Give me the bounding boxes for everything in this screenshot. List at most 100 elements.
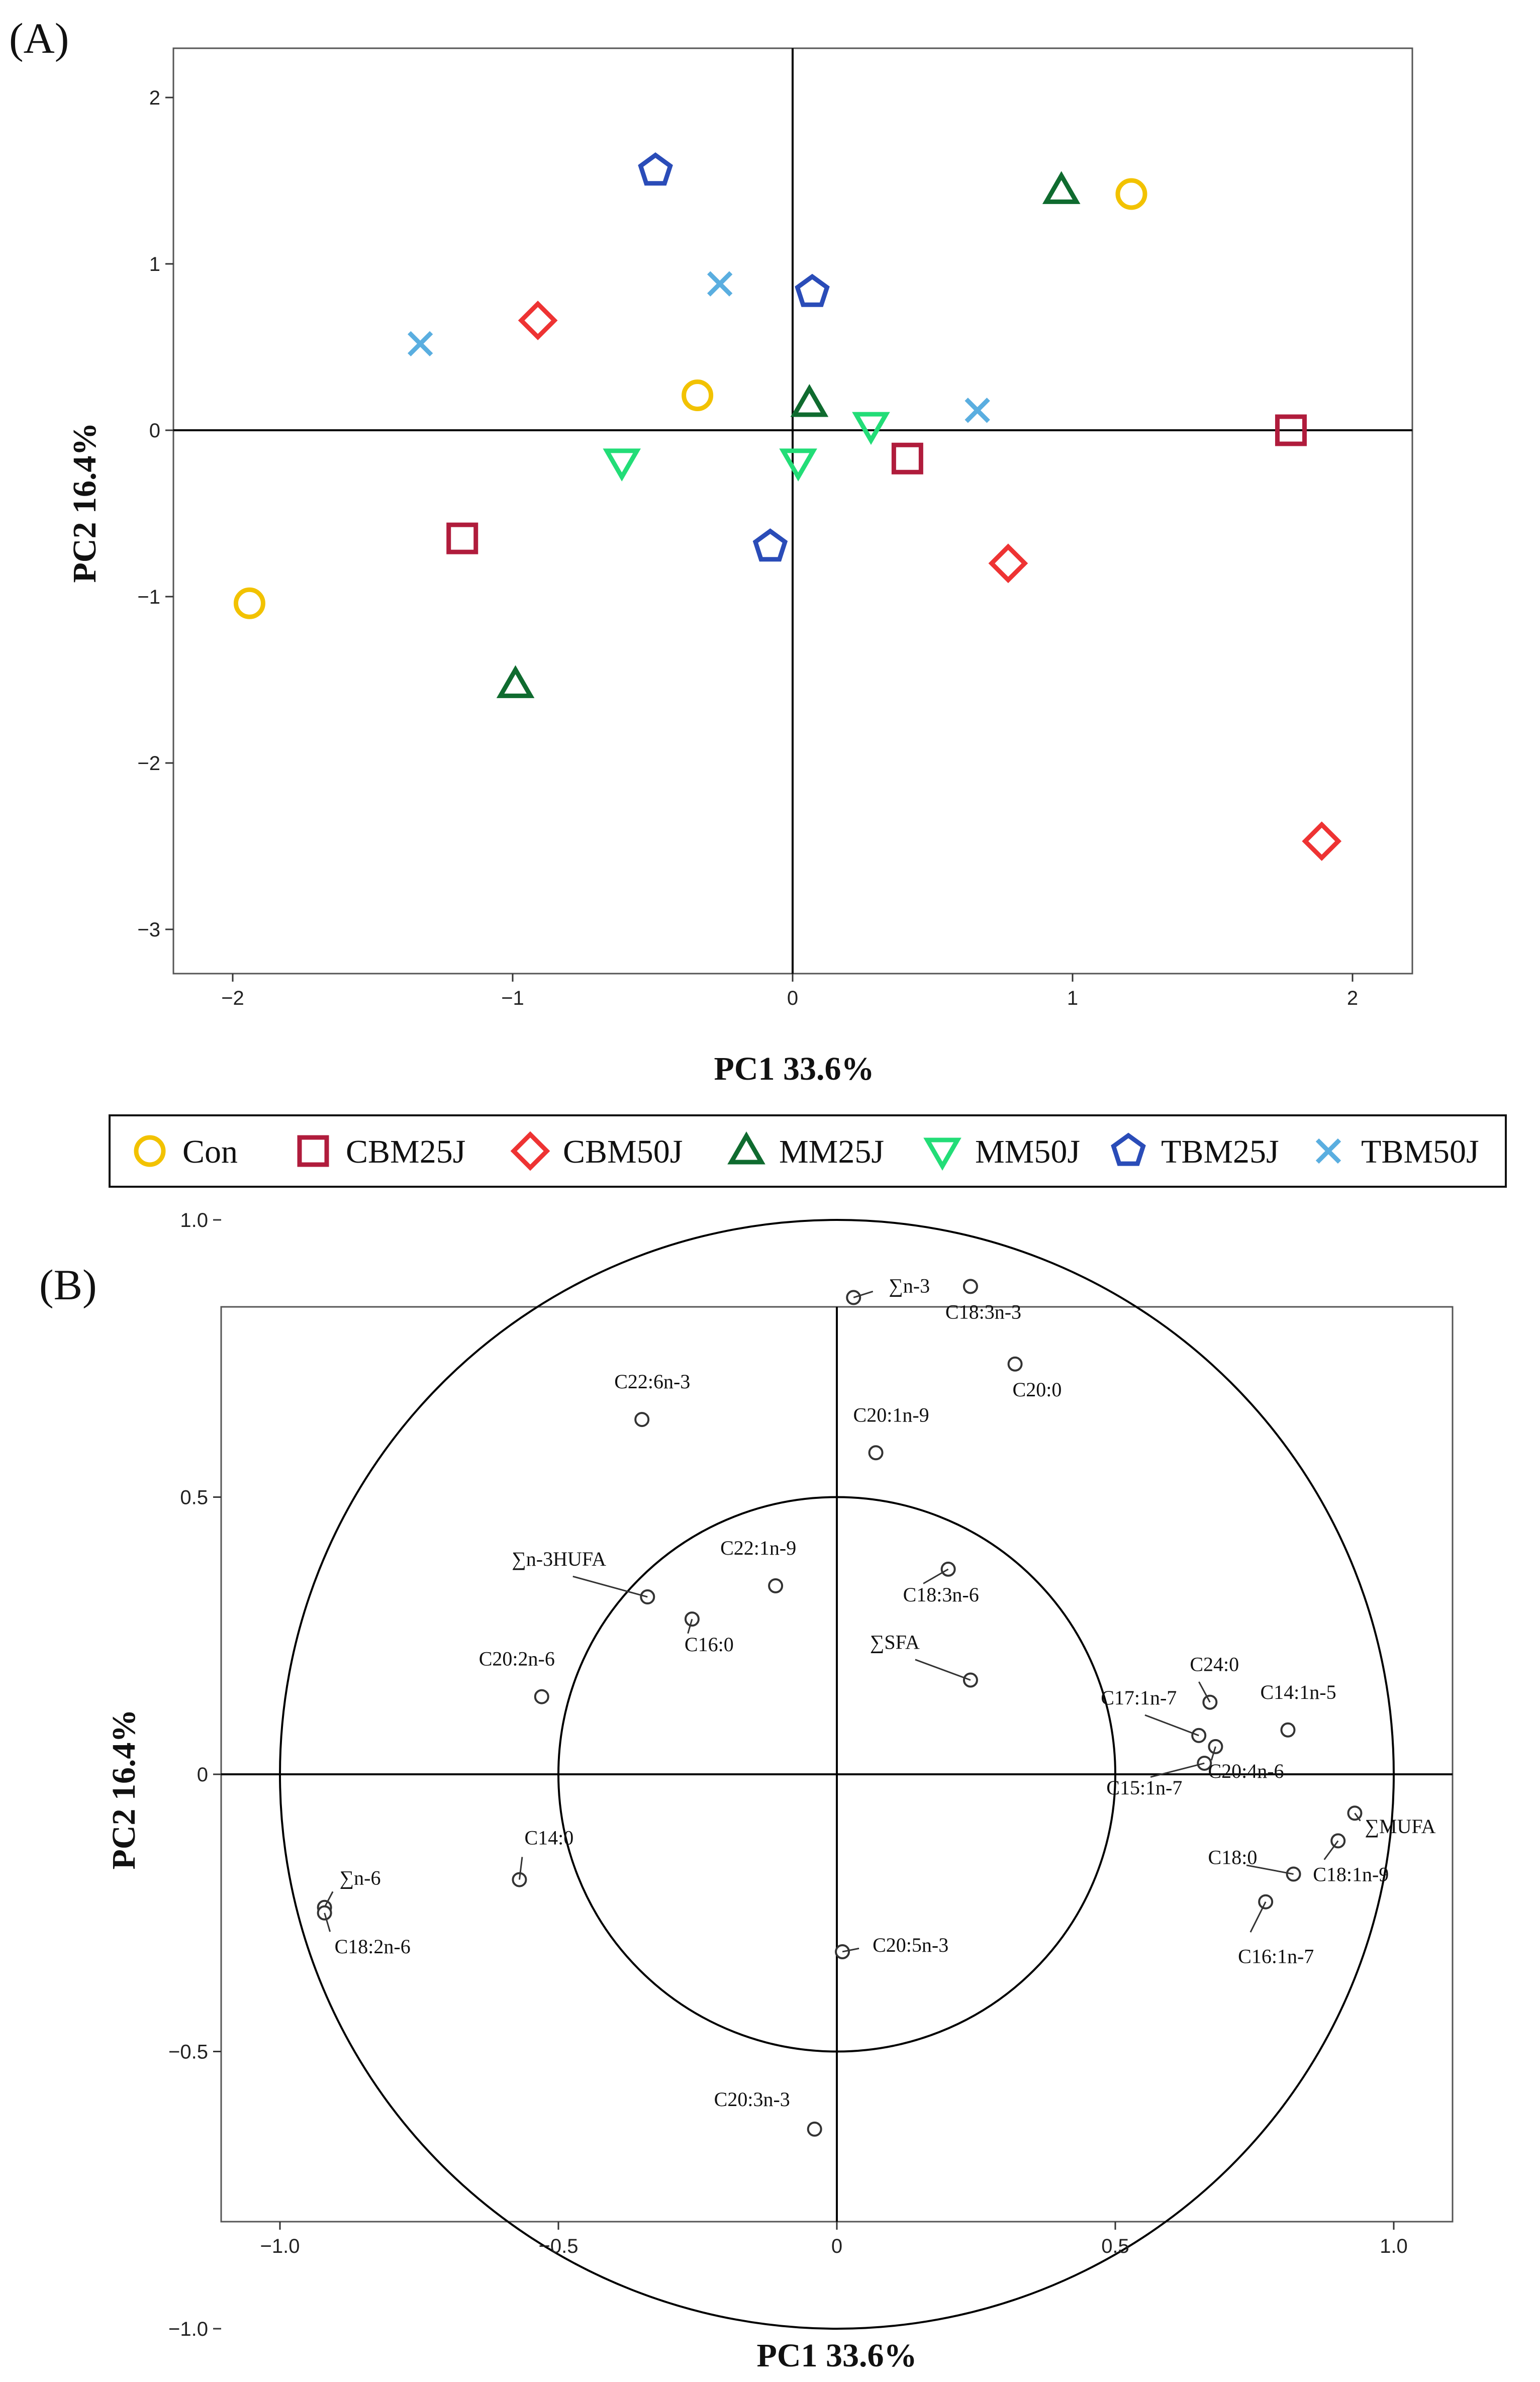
variable-label: ∑n-3HUFA bbox=[512, 1548, 606, 1570]
data-point-mm25j bbox=[496, 665, 535, 698]
variable-point bbox=[962, 1279, 978, 1294]
data-point-tbm25j bbox=[752, 528, 788, 562]
legend-marker-con bbox=[134, 1135, 166, 1167]
variable-label: C22:6n-3 bbox=[614, 1370, 690, 1393]
x-tick-label: 2 bbox=[1347, 987, 1358, 1009]
leader-line bbox=[915, 1659, 971, 1681]
leader-line bbox=[1323, 1840, 1339, 1860]
variable-label: C18:0 bbox=[1208, 1846, 1258, 1869]
variable-label: C18:3n-3 bbox=[945, 1300, 1021, 1323]
y-tick-label: −0.5 bbox=[168, 2041, 208, 2063]
legend-marker-cbm25j bbox=[297, 1135, 329, 1167]
leader-line bbox=[1198, 1681, 1211, 1703]
data-point-tbm50j bbox=[965, 398, 990, 423]
data-point-con bbox=[233, 587, 265, 619]
variable-label: C20:5n-3 bbox=[873, 1934, 948, 1956]
legend-marker-mm25j bbox=[727, 1131, 765, 1165]
x-tick-label: −0.5 bbox=[539, 2235, 579, 2257]
x-tick-label: 0.5 bbox=[1101, 2235, 1129, 2257]
y-tick-label: 0 bbox=[197, 1764, 208, 1786]
data-point-cbm25j bbox=[446, 522, 478, 554]
y-tick-label: −2 bbox=[137, 752, 160, 775]
x-tick-label: 1.0 bbox=[1380, 2235, 1408, 2257]
variable-label: C20:1n-9 bbox=[853, 1403, 929, 1426]
pca-score-plot: −2 −1 0 1 2 −3 −2 −1 0 1 2 bbox=[137, 47, 1413, 1009]
data-point-cbm50j bbox=[988, 543, 1028, 584]
data-point-mm25j bbox=[1042, 171, 1081, 204]
legend-label-cbm50j: CBM50J bbox=[563, 1133, 683, 1170]
data-point-tbm25j bbox=[638, 152, 673, 186]
leader-line bbox=[1246, 1864, 1294, 1875]
variable-label: C18:3n-6 bbox=[903, 1583, 979, 1606]
variable-label: C20:2n-6 bbox=[479, 1648, 555, 1670]
variable-point bbox=[534, 1689, 549, 1704]
variable-label: C22:1n-9 bbox=[720, 1537, 796, 1559]
leader-line bbox=[324, 1913, 331, 1932]
variable-label: ∑MUFA bbox=[1365, 1815, 1435, 1838]
data-point-mm50j bbox=[852, 412, 890, 445]
data-point-mm50j bbox=[779, 448, 817, 482]
variable-point bbox=[1007, 1356, 1023, 1372]
leader-line bbox=[842, 1947, 859, 1953]
data-point-cbm25j bbox=[1275, 414, 1307, 446]
y-tick-label: −1 bbox=[137, 586, 160, 608]
leader-line bbox=[518, 1857, 523, 1880]
variable-label: ∑n-3 bbox=[889, 1274, 930, 1297]
variable-label: ∑SFA bbox=[870, 1631, 920, 1653]
legend-label-con: Con bbox=[182, 1133, 238, 1170]
data-point-con bbox=[1115, 178, 1147, 210]
panel-a-y-axis-title: PC2 16.4% bbox=[66, 423, 103, 583]
variable-label: C16:0 bbox=[685, 1633, 734, 1656]
variable-point bbox=[868, 1445, 884, 1461]
panel-a-x-axis-title: PC1 33.6% bbox=[714, 1051, 875, 1087]
leader-line bbox=[324, 1891, 334, 1908]
variable-point bbox=[768, 1578, 784, 1593]
leader-line bbox=[1144, 1714, 1199, 1737]
y-tick-label: 1.0 bbox=[180, 1209, 208, 1231]
panel-a-label: (A) bbox=[9, 14, 69, 62]
legend-label-tbm25j: TBM25J bbox=[1161, 1133, 1279, 1170]
leader-line bbox=[572, 1575, 648, 1598]
variable-label: C20:0 bbox=[1013, 1378, 1062, 1401]
legend-marker-cbm50j bbox=[510, 1131, 550, 1171]
legend-label-tbm50j: TBM50J bbox=[1361, 1133, 1479, 1170]
x-tick-label: −1 bbox=[501, 987, 524, 1009]
variable-label: C15:1n-7 bbox=[1106, 1776, 1182, 1799]
panel-b-y-axis-title: PC2 16.4% bbox=[106, 1709, 142, 1870]
x-tick-label: −1.0 bbox=[260, 2235, 300, 2257]
variable-label: C20:4n-6 bbox=[1208, 1760, 1284, 1782]
variable-point bbox=[807, 2121, 822, 2137]
y-tick-label: 0.5 bbox=[180, 1487, 208, 1509]
leader-line bbox=[1354, 1813, 1361, 1822]
x-tick-label: 0 bbox=[831, 2235, 842, 2257]
data-point-mm50j bbox=[603, 448, 641, 482]
legend-label-mm50j: MM50J bbox=[975, 1133, 1080, 1170]
data-point-con bbox=[682, 379, 714, 411]
leader-line bbox=[1150, 1762, 1205, 1778]
legend-marker-tbm25j bbox=[1111, 1132, 1146, 1166]
variable-label: C14:0 bbox=[524, 1827, 573, 1849]
data-point-mm25j bbox=[790, 384, 829, 417]
variable-label: C17:1n-7 bbox=[1101, 1686, 1177, 1709]
leader-line bbox=[923, 1568, 949, 1584]
x-tick-label: 1 bbox=[1067, 987, 1078, 1009]
data-point-tbm25j bbox=[795, 273, 830, 307]
legend-box bbox=[109, 1114, 1507, 1188]
outer-circle bbox=[279, 1219, 1395, 2330]
x-tick-label: −2 bbox=[221, 987, 244, 1009]
variable-label: C14:1n-5 bbox=[1260, 1681, 1336, 1703]
y-tick-label: 0 bbox=[149, 420, 160, 442]
data-point-cbm25j bbox=[891, 442, 923, 474]
panel-b-x-axis-title: PC1 33.6% bbox=[757, 2337, 917, 2374]
variable-label: C18:1n-9 bbox=[1313, 1863, 1389, 1885]
legend-label-cbm25j: CBM25J bbox=[346, 1133, 465, 1170]
variable-point bbox=[1280, 1722, 1296, 1738]
legend-marker-mm50j bbox=[923, 1137, 961, 1171]
leader-line bbox=[1249, 1901, 1267, 1933]
data-point-tbm50j bbox=[707, 271, 733, 297]
leader-line bbox=[1210, 1746, 1216, 1761]
panel-b-label: (B) bbox=[39, 1261, 97, 1309]
variable-label: C18:2n-6 bbox=[335, 1935, 411, 1958]
data-point-cbm50j bbox=[518, 301, 558, 340]
